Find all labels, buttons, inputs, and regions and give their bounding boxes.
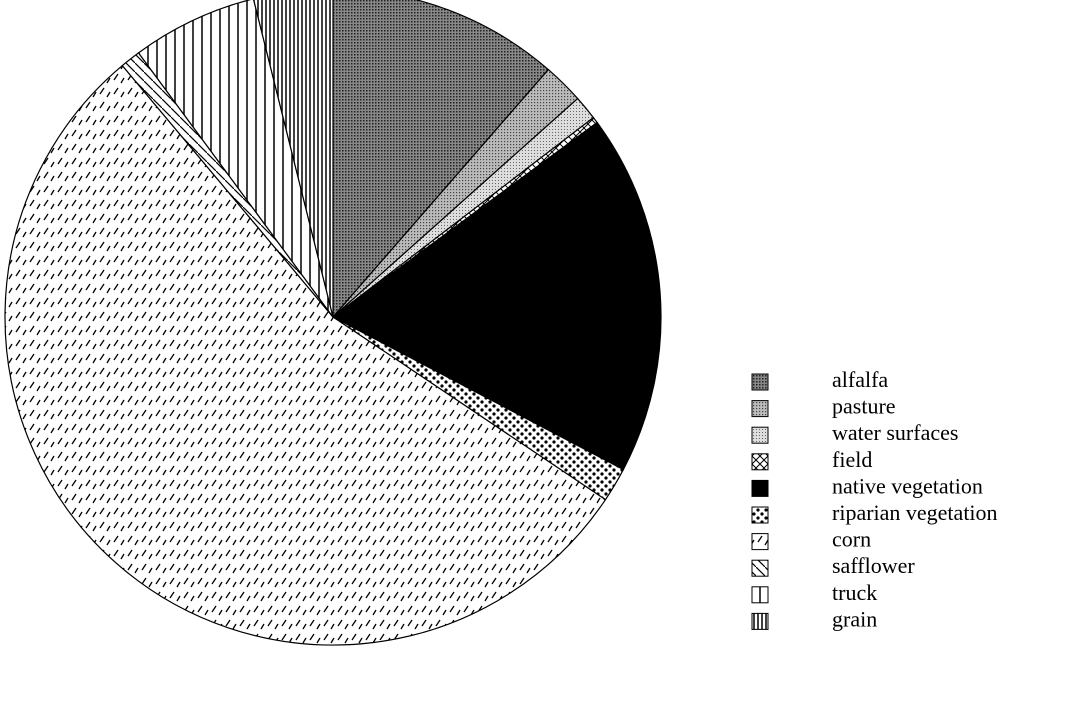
legend-swatch [751, 586, 769, 604]
pie-slice [4, 64, 607, 646]
legend-label: corn [832, 527, 871, 552]
legend-label: riparian vegetation [832, 500, 998, 525]
legend-swatch [751, 400, 769, 418]
legend-swatch [751, 373, 769, 391]
pie-slice [253, 0, 334, 318]
legend-swatch [751, 533, 769, 551]
legend-swatch [751, 506, 769, 524]
legend-swatch [751, 426, 769, 444]
legend-swatch [751, 453, 769, 471]
pie-slice [331, 121, 662, 471]
legend-label: safflower [832, 553, 915, 578]
legend-label: alfalfa [832, 367, 888, 392]
pie-slice [137, 0, 334, 318]
legend-swatch [751, 612, 769, 630]
legend-swatch [751, 559, 769, 577]
legend-label: field [832, 447, 872, 472]
legend-label: truck [832, 580, 877, 605]
legend-swatch [751, 479, 769, 497]
legend-label: native vegetation [832, 473, 983, 498]
legend-label: water surfaces [832, 420, 958, 445]
legend-label: grain [832, 606, 877, 631]
pie-slice [332, 0, 550, 319]
legend-label: pasture [832, 394, 896, 419]
